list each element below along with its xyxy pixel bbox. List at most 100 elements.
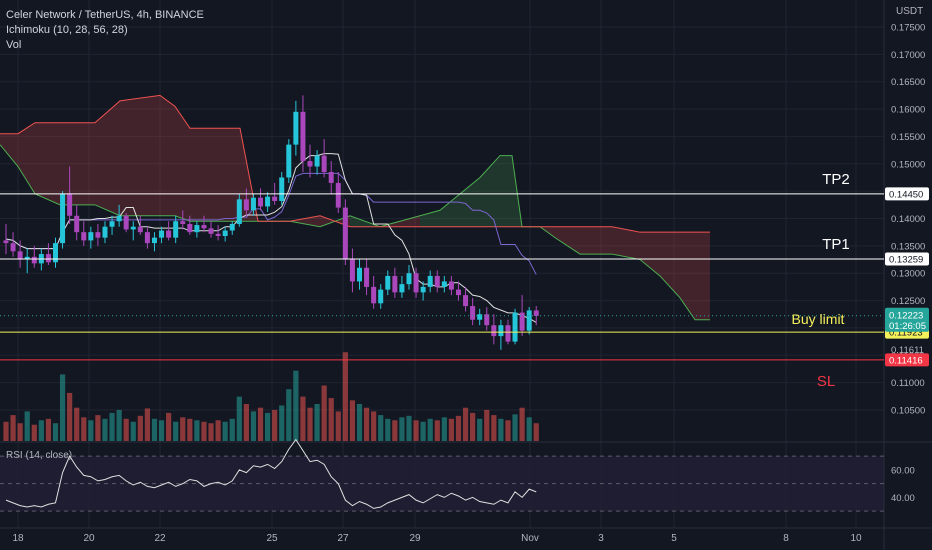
volume-bar xyxy=(116,409,122,441)
volume-bar xyxy=(272,409,278,441)
price-tick-label: 0.13500 xyxy=(891,241,925,252)
candle-body xyxy=(222,230,228,237)
rsi-tick-label: 60.00 xyxy=(891,465,915,476)
volume-bar xyxy=(74,407,80,441)
price-TP2-tag xyxy=(885,187,929,201)
candle-body xyxy=(137,226,143,233)
volume-bar xyxy=(392,420,398,441)
volume-bar xyxy=(88,420,94,441)
volume-bar xyxy=(17,423,23,441)
label-sl: SL xyxy=(817,373,835,390)
candle-body xyxy=(60,193,66,244)
candle-body xyxy=(434,275,440,287)
volume-bar xyxy=(349,400,356,441)
candle-body xyxy=(201,225,207,229)
candle-body xyxy=(441,281,447,287)
candle-body xyxy=(95,232,101,238)
time-tick-label: 22 xyxy=(154,533,166,544)
volume-bar xyxy=(321,385,327,441)
volume-bar xyxy=(342,352,348,441)
candle-body xyxy=(328,171,334,183)
volume-bar xyxy=(413,420,419,441)
candle-body xyxy=(378,289,384,304)
candle-body xyxy=(159,230,165,238)
kumo-bear-fill xyxy=(522,226,710,320)
candle-body xyxy=(321,155,327,172)
volume-bar xyxy=(144,408,150,441)
label-TP1: TP1 xyxy=(822,236,850,253)
volume-bar xyxy=(462,407,469,441)
candle-body xyxy=(399,284,405,293)
price-tick-label: 0.11611 xyxy=(891,345,924,356)
price-tick-label: 0.13000 xyxy=(891,269,925,280)
candle-body xyxy=(385,275,391,290)
volume-bar xyxy=(130,421,136,441)
volume-bar xyxy=(81,417,87,441)
current-price-tag xyxy=(885,307,929,332)
candle-body xyxy=(470,306,476,320)
candle-body xyxy=(406,273,412,285)
candle-body xyxy=(173,221,179,238)
volume-bar xyxy=(264,412,271,441)
volume-bar xyxy=(67,392,73,441)
price-tick-label: 0.15000 xyxy=(891,159,925,170)
volume-bar xyxy=(229,418,235,441)
candle-body xyxy=(526,310,532,331)
candle-body xyxy=(293,111,299,145)
volume-bar xyxy=(434,420,440,441)
volume-bar xyxy=(286,389,292,441)
volume-bar xyxy=(356,404,363,441)
candle-body xyxy=(392,275,398,293)
volume-bar xyxy=(102,418,108,441)
volume-bar xyxy=(470,412,476,441)
volume-bar xyxy=(399,417,405,441)
volume-bar xyxy=(236,396,242,441)
candle-body xyxy=(17,251,23,260)
volume-bar xyxy=(293,370,299,441)
candle-body xyxy=(67,193,73,216)
candle-body xyxy=(116,215,122,222)
candle-body xyxy=(243,199,249,211)
candle-body xyxy=(300,111,306,162)
candle-body xyxy=(413,273,419,293)
volume-bar xyxy=(52,423,59,441)
candle-body xyxy=(420,286,426,293)
price-sl-tag-label: 0.11416 xyxy=(889,355,923,366)
candle-body xyxy=(512,312,518,342)
price-sl-tag xyxy=(885,353,929,367)
candle-body xyxy=(455,289,461,296)
volume-bar xyxy=(491,415,497,441)
volume-legend[interactable]: Vol xyxy=(6,39,22,51)
volume-bar xyxy=(151,418,158,441)
tenkan-line xyxy=(5,153,537,323)
volume-bar xyxy=(441,417,447,441)
volume-bar xyxy=(208,423,214,441)
countdown-label: 01:26:05 xyxy=(889,321,926,332)
volume-bar xyxy=(307,407,313,441)
candle-body xyxy=(371,286,377,304)
candle-body xyxy=(265,196,271,207)
candle-body xyxy=(258,197,264,207)
symbol-legend[interactable]: Celer Network / TetherUS, 4h, BINANCE xyxy=(6,9,204,21)
candle-body xyxy=(81,232,87,241)
candle-body xyxy=(533,310,539,316)
time-tick-label: 3 xyxy=(598,533,604,544)
candle-body xyxy=(123,215,129,230)
candle-body xyxy=(498,325,504,337)
candle-body xyxy=(229,223,235,231)
volume-bar xyxy=(109,412,115,441)
volume-bar xyxy=(505,420,511,441)
rsi-line xyxy=(5,438,537,509)
candle-body xyxy=(342,207,348,260)
label-TP2: TP2 xyxy=(822,171,850,188)
ichimoku-legend[interactable]: Ichimoku (10, 28, 56, 28) xyxy=(6,24,128,36)
volume-bar xyxy=(187,418,193,441)
kumo-bull-fill xyxy=(420,155,522,227)
candle-body xyxy=(236,199,242,224)
time-tick-label: 29 xyxy=(409,533,421,544)
time-tick-label: Nov xyxy=(521,533,539,544)
candle-body xyxy=(24,256,30,260)
rsi-legend[interactable]: RSI (14, close) xyxy=(6,450,73,461)
current-price-tag-label: 0.12223 xyxy=(889,311,923,322)
